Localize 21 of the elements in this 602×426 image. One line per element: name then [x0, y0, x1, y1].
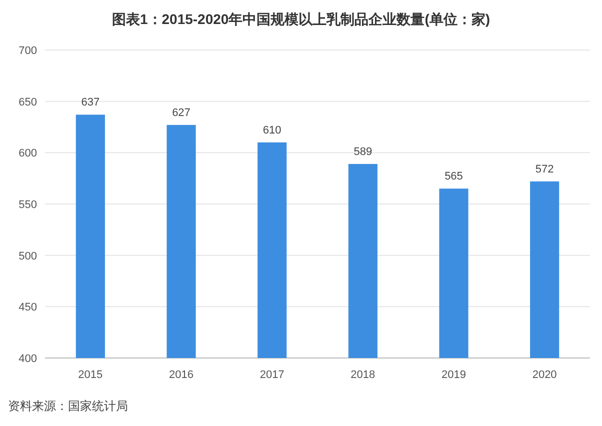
xtick: 2017	[260, 369, 284, 381]
xtick: 2016	[169, 369, 194, 381]
title: 图表1：2015-2020年中国规模以上乳制品企业数量(单位：家)	[112, 11, 490, 27]
ytick: 500	[18, 250, 37, 262]
ytick: 550	[18, 199, 37, 211]
ytick: 450	[18, 302, 37, 314]
data-label: 627	[172, 106, 190, 119]
ytick: 600	[18, 148, 37, 160]
ytick: 700	[18, 45, 37, 57]
xtick: 2018	[350, 369, 376, 381]
data-label: 572	[535, 163, 554, 176]
ytick: 400	[18, 353, 37, 365]
ytick: 650	[18, 96, 37, 108]
xtick: 2015	[78, 369, 103, 381]
xtick: 2019	[442, 369, 466, 381]
data-label: 637	[81, 96, 100, 109]
data-label: 589	[354, 146, 372, 158]
annotation: 资料来源：国家统计局	[8, 399, 128, 413]
data-label: 610	[262, 124, 282, 136]
data-label: 565	[444, 170, 463, 183]
xtick: 2020	[532, 369, 557, 381]
